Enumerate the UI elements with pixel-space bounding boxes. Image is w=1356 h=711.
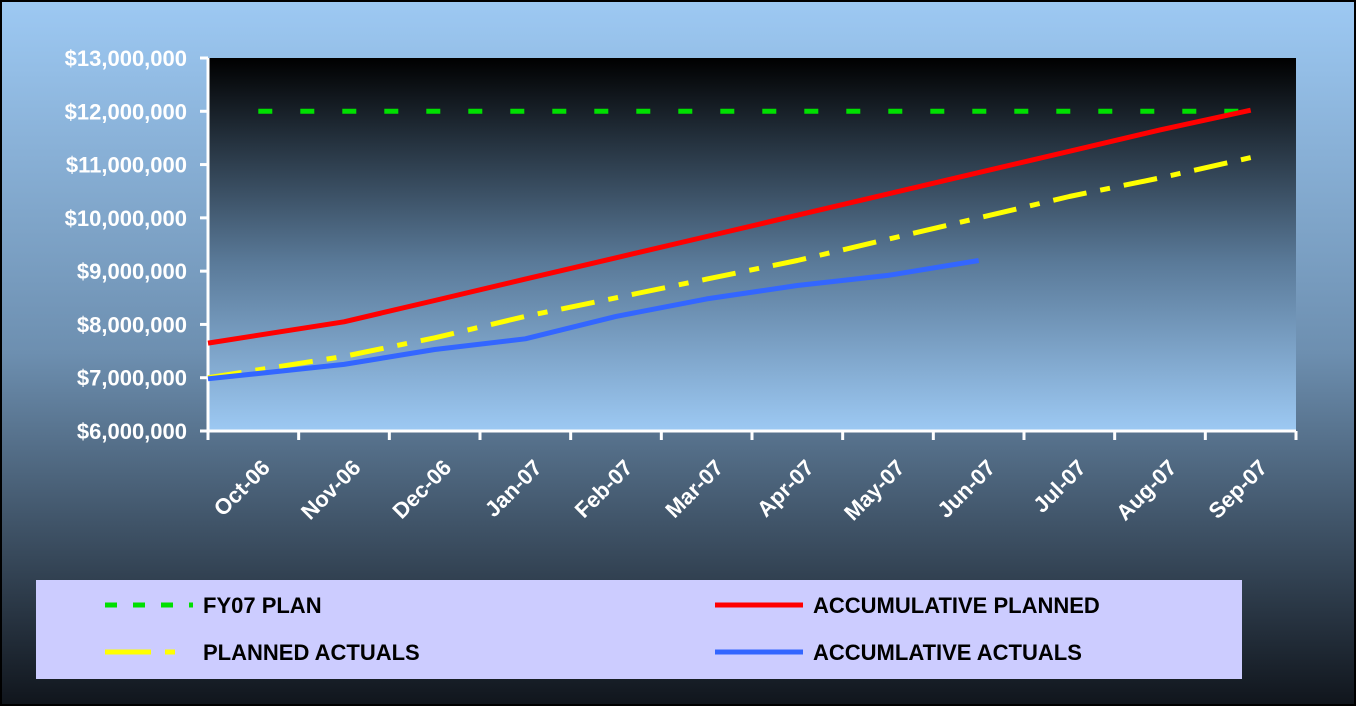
y-tick-label: $12,000,000 (65, 99, 187, 124)
plot-area (208, 58, 1296, 431)
y-tick-label: $10,000,000 (65, 206, 187, 231)
legend-label: ACCUMULATIVE PLANNED (813, 593, 1100, 618)
y-tick-label: $8,000,000 (77, 312, 187, 337)
y-tick-label: $6,000,000 (77, 419, 187, 444)
legend-label: ACCUMLATIVE ACTUALS (813, 640, 1082, 665)
legend-label: PLANNED ACTUALS (203, 640, 420, 665)
y-tick-label: $11,000,000 (66, 153, 187, 178)
y-tick-label: $7,000,000 (77, 366, 187, 391)
y-tick-label: $9,000,000 (77, 259, 187, 284)
legend-label: FY07 PLAN (203, 593, 322, 618)
y-tick-label: $13,000,000 (65, 46, 187, 71)
